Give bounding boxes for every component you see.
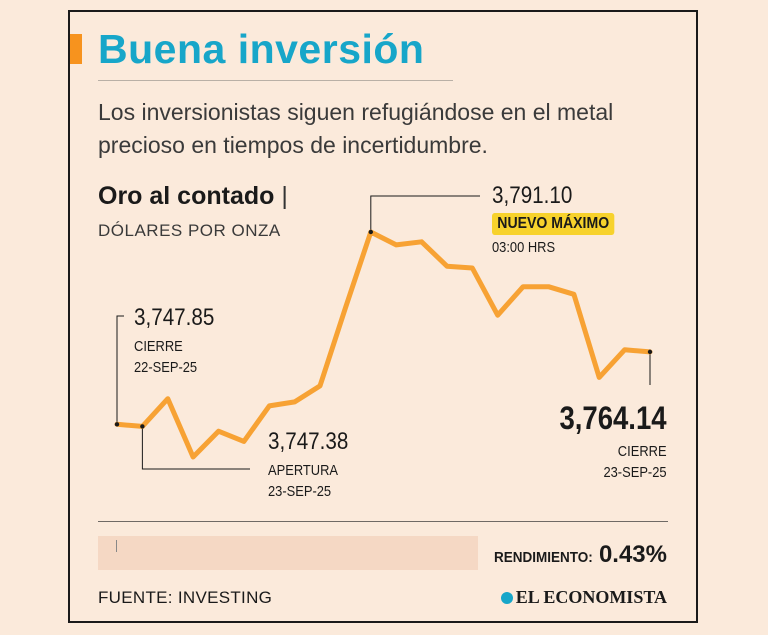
annotation-peak-time: 03:00 HRS <box>492 239 556 256</box>
leader-peak <box>370 195 480 232</box>
page-title: Buena inversión <box>98 26 425 72</box>
data-points <box>114 229 653 429</box>
data-point-21 <box>647 349 653 355</box>
annotation-end-value: 3,764.14 <box>559 400 667 436</box>
series-title: Oro al contado | <box>98 182 288 211</box>
yield-value: 0.43% <box>598 541 667 568</box>
annotation-open-label: APERTURA <box>268 462 339 479</box>
brand-logo: EL ECONOMISTA <box>500 587 667 608</box>
new-high-badge: NUEVO MÁXIMO <box>492 213 615 235</box>
data-point-10 <box>368 229 374 235</box>
yield-label: RENDIMIENTO: <box>494 549 593 566</box>
annotation-start-value: 3,747.85 <box>134 304 215 331</box>
annotation-start-label: CIERRE <box>134 338 183 355</box>
annotation-open: 3,747.38 APERTURA 23-SEP-25 <box>268 428 361 502</box>
annotation-leaders <box>116 195 651 470</box>
annotation-open-date: 23-SEP-25 <box>268 483 332 500</box>
data-point-0 <box>114 422 120 427</box>
title-underline <box>98 80 453 81</box>
annotation-peak: 3,791.10 NUEVO MÁXIMO 03:00 HRS <box>492 182 631 258</box>
yield-summary: RENDIMIENTO: 0.43% <box>483 541 667 569</box>
annotation-start-close: 3,747.85 CIERRE 22-SEP-25 <box>134 304 227 378</box>
series-line-gold-price <box>114 229 653 460</box>
annotation-peak-value: 3,791.10 <box>492 182 573 209</box>
yield-band <box>98 536 478 570</box>
brand-icon <box>500 592 513 604</box>
brand-name: EL ECONOMISTA <box>515 587 667 607</box>
bottom-divider <box>98 521 668 522</box>
leader-start <box>116 315 124 425</box>
annotation-end-label: CIERRE <box>618 443 667 460</box>
annotation-end-date: 23-SEP-25 <box>603 464 667 481</box>
annotation-start-date: 22-SEP-25 <box>134 359 198 376</box>
title-accent-bar <box>70 34 82 64</box>
data-point-1 <box>140 424 145 429</box>
series-title-text: Oro al contado <box>98 182 275 210</box>
series-title-separator: | <box>281 182 288 210</box>
yield-band-tick <box>116 540 117 552</box>
source-note: FUENTE: INVESTING <box>98 588 273 607</box>
subtitle: Los inversionistas siguen refugiándose e… <box>98 99 614 158</box>
leader-open <box>141 426 250 470</box>
unit-label: DÓLARES POR ONZA <box>98 221 281 240</box>
annotation-end-close: 3,764.14 CIERRE 23-SEP-25 <box>542 400 667 483</box>
annotation-open-value: 3,747.38 <box>268 428 349 455</box>
infographic-frame <box>68 10 698 623</box>
